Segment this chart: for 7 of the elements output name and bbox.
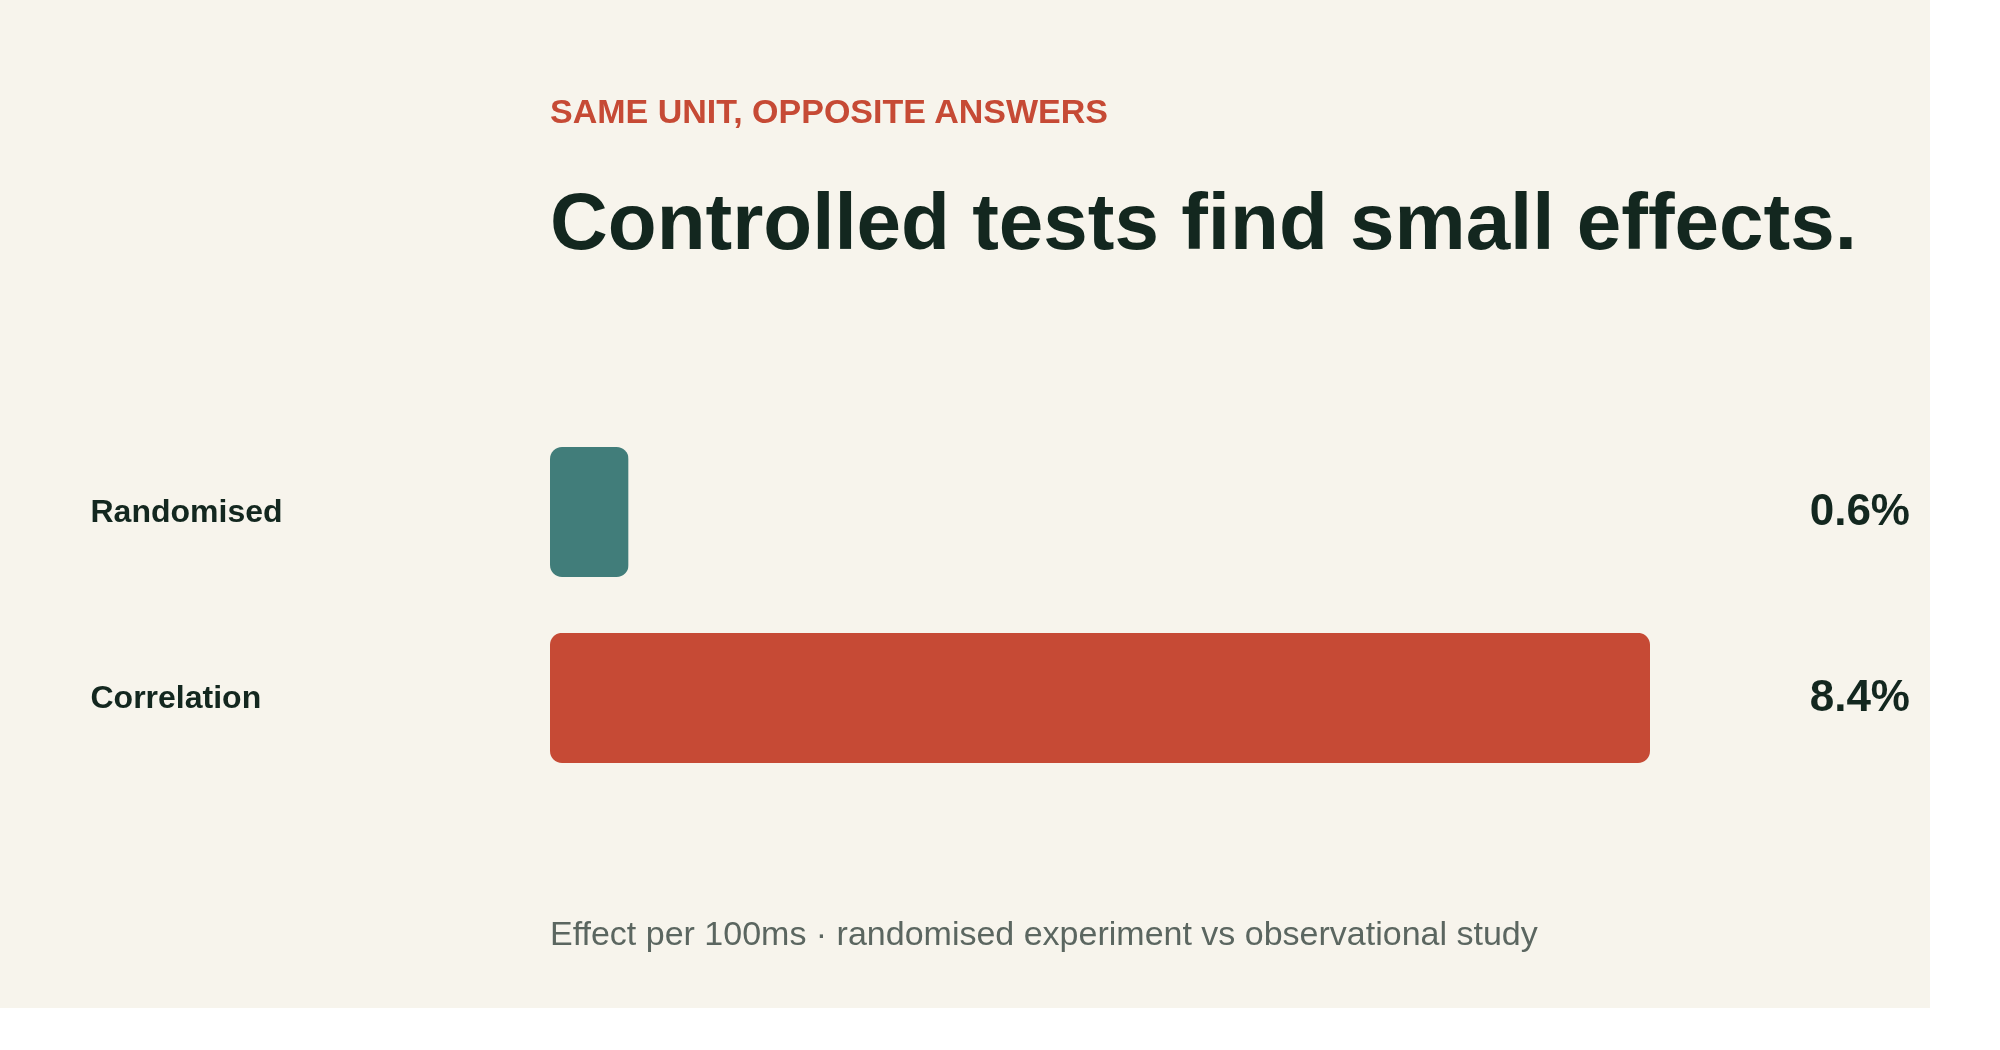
- chart-title: Controlled tests find small effects.: [550, 177, 1857, 266]
- y-tick-label: Correlation: [90, 678, 262, 715]
- text: Effect per 100ms · randomised experiment vs observational study: [550, 914, 1538, 952]
- data-label: 8.4%: [1809, 670, 1910, 720]
- chart-subtitle: SAME UNIT, OPPOSITE ANSWERS: [550, 92, 1108, 130]
- y-tick-label: Randomised: [90, 493, 283, 530]
- data-label: 0.6%: [1809, 485, 1910, 535]
